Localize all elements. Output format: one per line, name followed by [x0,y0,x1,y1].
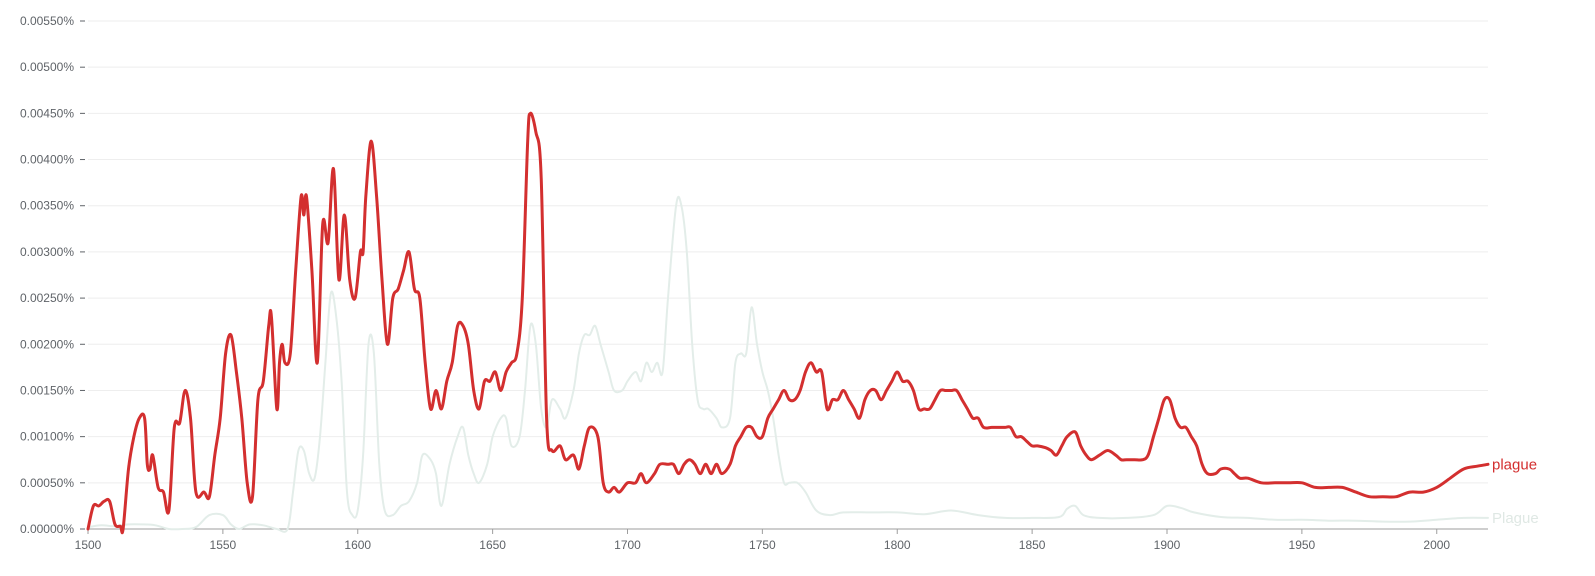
series-labels: Plague plague [1492,456,1539,527]
y-axis: 0.00000% 0.00050% 0.00100% 0.00150% 0.00200%… [20,14,85,536]
y-tick-label: 0.00350% [20,199,74,213]
x-tick-label: 1750 [749,538,776,552]
series-label-lowercase[interactable]: plague [1492,456,1537,473]
x-tick-label: 1900 [1154,538,1181,552]
x-tick-label: 1800 [884,538,911,552]
y-tick-label: 0.00550% [20,14,74,28]
y-tick-label: 0.00200% [20,337,74,351]
x-tick-label: 1650 [479,538,506,552]
series-lines [86,111,1490,535]
x-tick-label: 1600 [344,538,371,552]
y-tick-label: 0.00150% [20,383,74,397]
series-label-capitalized[interactable]: Plague [1492,510,1539,527]
y-tick-label: 0.00250% [20,291,74,305]
x-tick-label: 1550 [210,538,237,552]
y-tick-label: 0.00050% [20,476,74,490]
x-tick-label: 2000 [1423,538,1450,552]
series-line-plague[interactable] [86,111,1490,535]
y-tick-label: 0.00450% [20,106,74,120]
x-tick-label: 1500 [75,538,102,552]
y-tick-label: 0.00100% [20,430,74,444]
x-tick-label: 1950 [1289,538,1316,552]
x-axis: 1500 1550 1600 1650 1700 1750 1800 1850 1900 1950… [75,528,1488,552]
x-tick-label: 1700 [614,538,641,552]
series-line-plague-capitalized[interactable] [87,195,1489,533]
y-tick-label: 0.00000% [20,522,74,536]
y-tick-label: 0.00500% [20,60,74,74]
y-tick-label: 0.00300% [20,245,74,259]
y-tick-label: 0.00400% [20,153,74,167]
x-tick-label: 1850 [1019,538,1046,552]
